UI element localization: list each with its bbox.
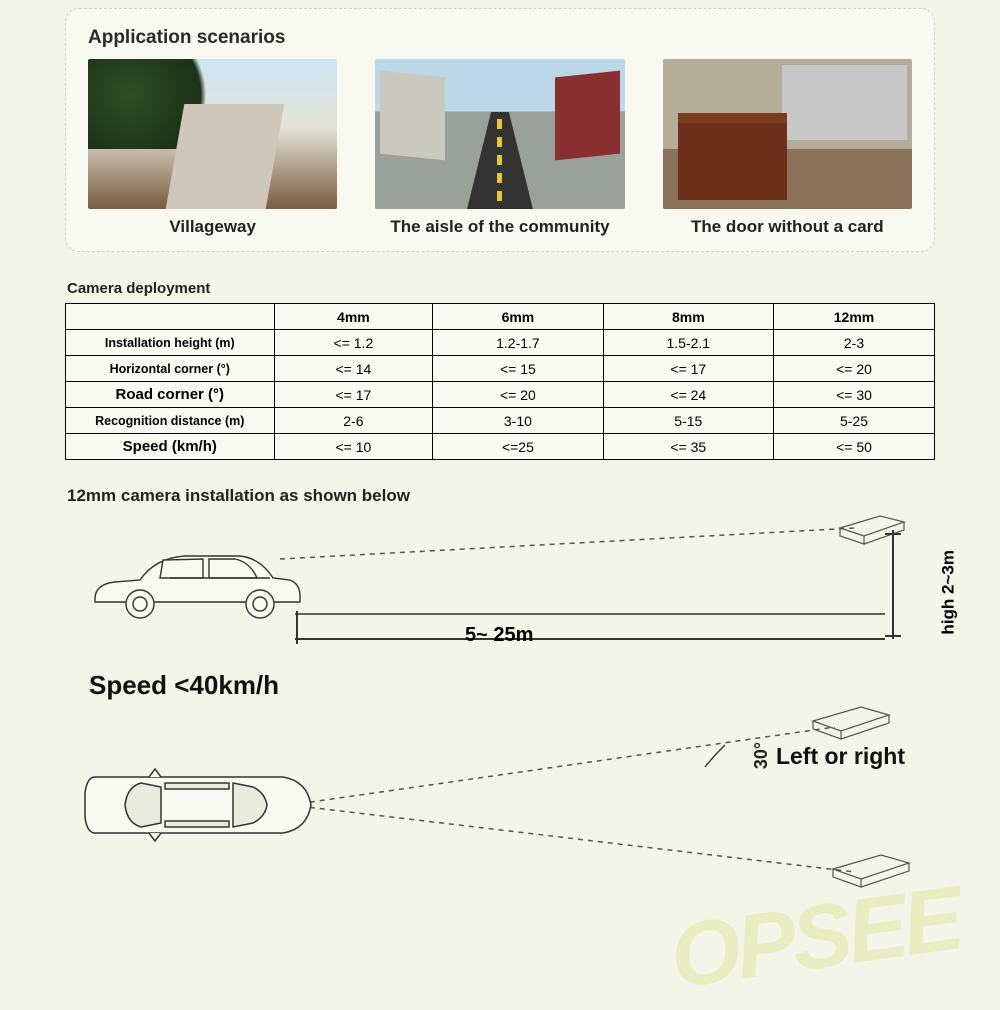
scenario-villageway: Villageway — [88, 59, 337, 237]
scenario-label: The door without a card — [663, 217, 912, 237]
scenarios-row: Villageway The aisle of the community Th… — [88, 59, 912, 237]
table-cell: 2-3 — [774, 330, 935, 356]
scenario-img-villageway — [88, 59, 337, 209]
table-row: Installation height (m)<= 1.21.2-1.71.5-… — [66, 330, 935, 356]
table-cell: 5-25 — [774, 408, 935, 434]
table-cell: <= 1.2 — [274, 330, 433, 356]
row-label: Recognition distance (m) — [66, 408, 275, 434]
row-label: Road corner (°) — [66, 382, 275, 408]
scenario-label: Villageway — [88, 217, 337, 237]
table-cell: <= 20 — [433, 382, 603, 408]
scenario-img-community — [375, 59, 624, 209]
diagram-top-svg — [65, 697, 935, 897]
table-cell: <= 50 — [774, 434, 935, 460]
camera-deployment-table: 4mm 6mm 8mm 12mm Installation height (m)… — [65, 303, 935, 460]
table-row: Road corner (°)<= 17<= 20<= 24<= 30 — [66, 382, 935, 408]
table-cell: 1.2-1.7 — [433, 330, 603, 356]
install-diagram-title: 12mm camera installation as shown below — [67, 486, 935, 506]
scenario-door-no-card: The door without a card — [663, 59, 912, 237]
camera-deployment-title: Camera deployment — [67, 280, 935, 297]
table-cell: <= 17 — [274, 382, 433, 408]
row-label: Speed (km/h) — [66, 434, 275, 460]
scenarios-title: Application scenarios — [88, 27, 912, 49]
scenarios-panel: Application scenarios Villageway The ais… — [65, 8, 935, 252]
table-cell: <= 35 — [603, 434, 773, 460]
left-right-label: Left or right — [776, 743, 905, 770]
col-header: 8mm — [603, 304, 773, 330]
install-diagram-top: 30° Left or right — [65, 697, 935, 897]
row-label: Installation height (m) — [66, 330, 275, 356]
table-cell: 3-10 — [433, 408, 603, 434]
table-cell: <=25 — [433, 434, 603, 460]
table-cell: 1.5-2.1 — [603, 330, 773, 356]
table-cell: 5-15 — [603, 408, 773, 434]
col-header: 6mm — [433, 304, 603, 330]
scenario-img-door — [663, 59, 912, 209]
distance-label: 5~ 25m — [465, 624, 533, 647]
table-cell: <= 30 — [774, 382, 935, 408]
install-diagram-side: 5~ 25m high 2~3m — [65, 514, 935, 664]
table-cell: <= 20 — [774, 356, 935, 382]
table-cell: <= 10 — [274, 434, 433, 460]
row-label: Horizontal corner (°) — [66, 356, 275, 382]
table-cell: 2-6 — [274, 408, 433, 434]
col-header: 4mm — [274, 304, 433, 330]
col-header: 12mm — [774, 304, 935, 330]
scenario-label: The aisle of the community — [375, 217, 624, 237]
table-cell: <= 17 — [603, 356, 773, 382]
table-row: Horizontal corner (°)<= 14<= 15<= 17<= 2… — [66, 356, 935, 382]
table-row: Recognition distance (m)2-63-105-155-25 — [66, 408, 935, 434]
table-header-row: 4mm 6mm 8mm 12mm — [66, 304, 935, 330]
table-row: Speed (km/h)<= 10<=25<= 35<= 50 — [66, 434, 935, 460]
height-label: high 2~3m — [939, 550, 959, 635]
table-cell: <= 15 — [433, 356, 603, 382]
angle-label: 30° — [751, 742, 772, 769]
table-cell: <= 24 — [603, 382, 773, 408]
scenario-community-aisle: The aisle of the community — [375, 59, 624, 237]
table-cell: <= 14 — [274, 356, 433, 382]
